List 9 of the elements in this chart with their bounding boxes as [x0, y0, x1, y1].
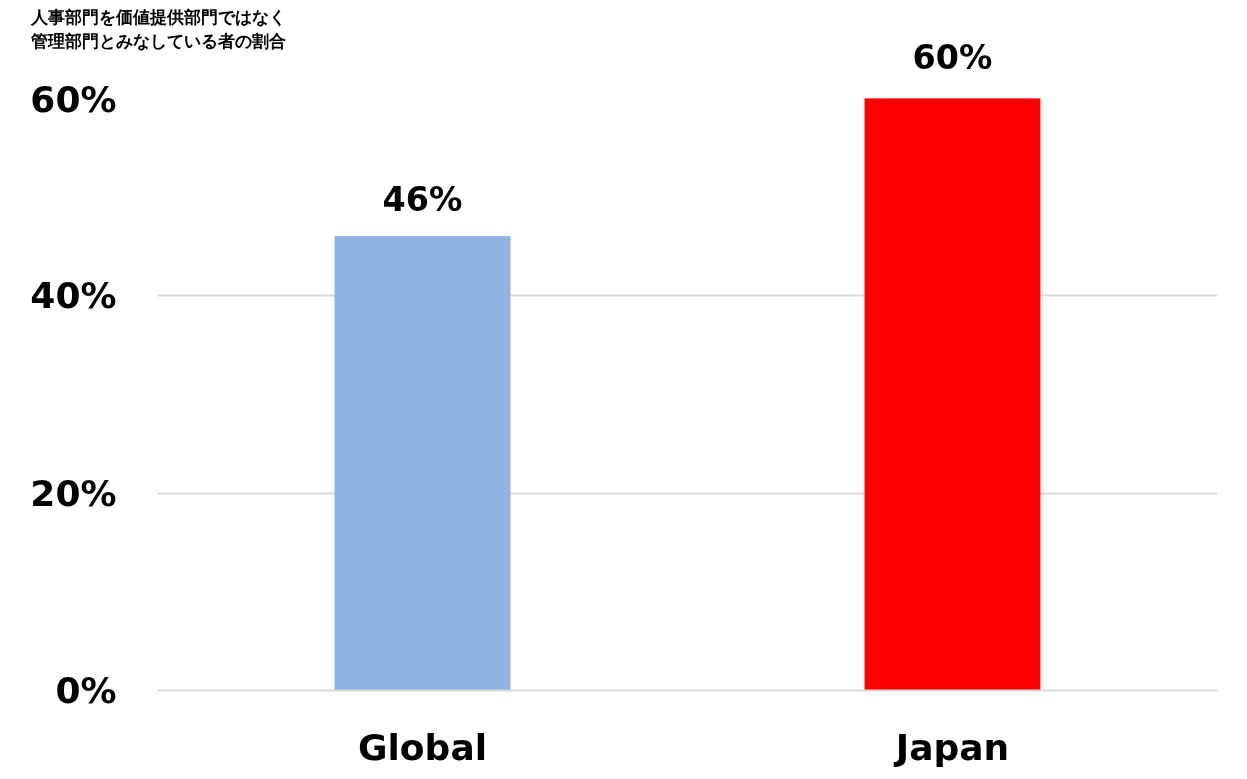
y-tick-label: 20%: [30, 472, 117, 514]
x-tick-label: Japan: [892, 726, 1010, 768]
y-tick-label: 40%: [30, 275, 117, 317]
y-axis-title: 人事部門を価値提供部門ではなく管理部門とみなしている者の割合: [29, 6, 286, 51]
y-tick-label: 60%: [30, 78, 117, 120]
data-label: 60%: [912, 37, 993, 77]
data-label: 46%: [382, 179, 463, 219]
x-tick-label: Global: [357, 726, 488, 768]
y-tick-label: 0%: [55, 670, 117, 711]
